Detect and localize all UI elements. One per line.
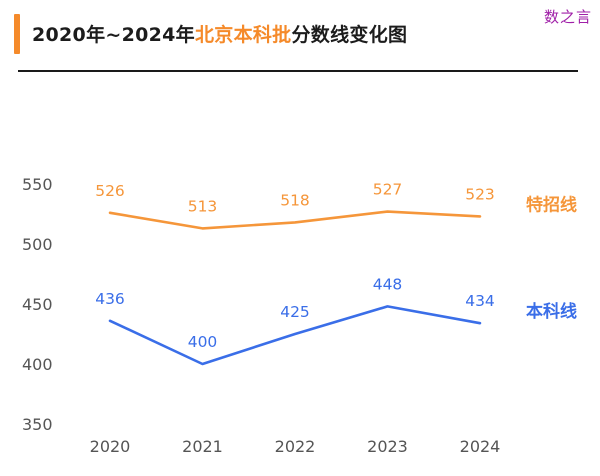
title-accent-bar bbox=[14, 14, 20, 54]
title-prefix: 2020年~2024年 bbox=[32, 24, 195, 46]
x-tick-label: 2020 bbox=[90, 437, 131, 456]
y-tick-label: 500 bbox=[22, 235, 53, 254]
y-tick-label: 400 bbox=[22, 355, 53, 374]
brand-watermark: 数之言 bbox=[543, 8, 592, 26]
chart-title: 2020年~2024年北京本科批分数线变化图 bbox=[32, 20, 407, 47]
x-tick-label: 2023 bbox=[367, 437, 408, 456]
x-tick-label: 2021 bbox=[182, 437, 223, 456]
y-tick-label: 550 bbox=[22, 175, 53, 194]
data-label: 436 bbox=[95, 290, 125, 308]
y-tick-label: 350 bbox=[22, 415, 53, 434]
data-label: 518 bbox=[280, 191, 310, 209]
data-label: 513 bbox=[188, 197, 218, 215]
data-label: 527 bbox=[373, 181, 403, 199]
data-label: 523 bbox=[465, 185, 495, 203]
x-tick-label: 2022 bbox=[275, 437, 316, 456]
data-label: 434 bbox=[465, 292, 495, 310]
title-suffix: 分数线变化图 bbox=[291, 24, 408, 46]
data-label: 400 bbox=[188, 333, 218, 351]
data-label: 425 bbox=[280, 303, 310, 321]
series-line bbox=[108, 210, 482, 230]
series-name-label: 特招线 bbox=[526, 194, 577, 215]
y-tick-label: 450 bbox=[22, 295, 53, 314]
title-divider bbox=[18, 70, 578, 72]
series-name-label: 本科线 bbox=[526, 301, 577, 322]
title-highlight: 北京本科批 bbox=[194, 24, 292, 46]
x-tick-label: 2024 bbox=[460, 437, 501, 456]
data-label: 526 bbox=[95, 182, 125, 200]
data-label: 448 bbox=[373, 275, 403, 293]
